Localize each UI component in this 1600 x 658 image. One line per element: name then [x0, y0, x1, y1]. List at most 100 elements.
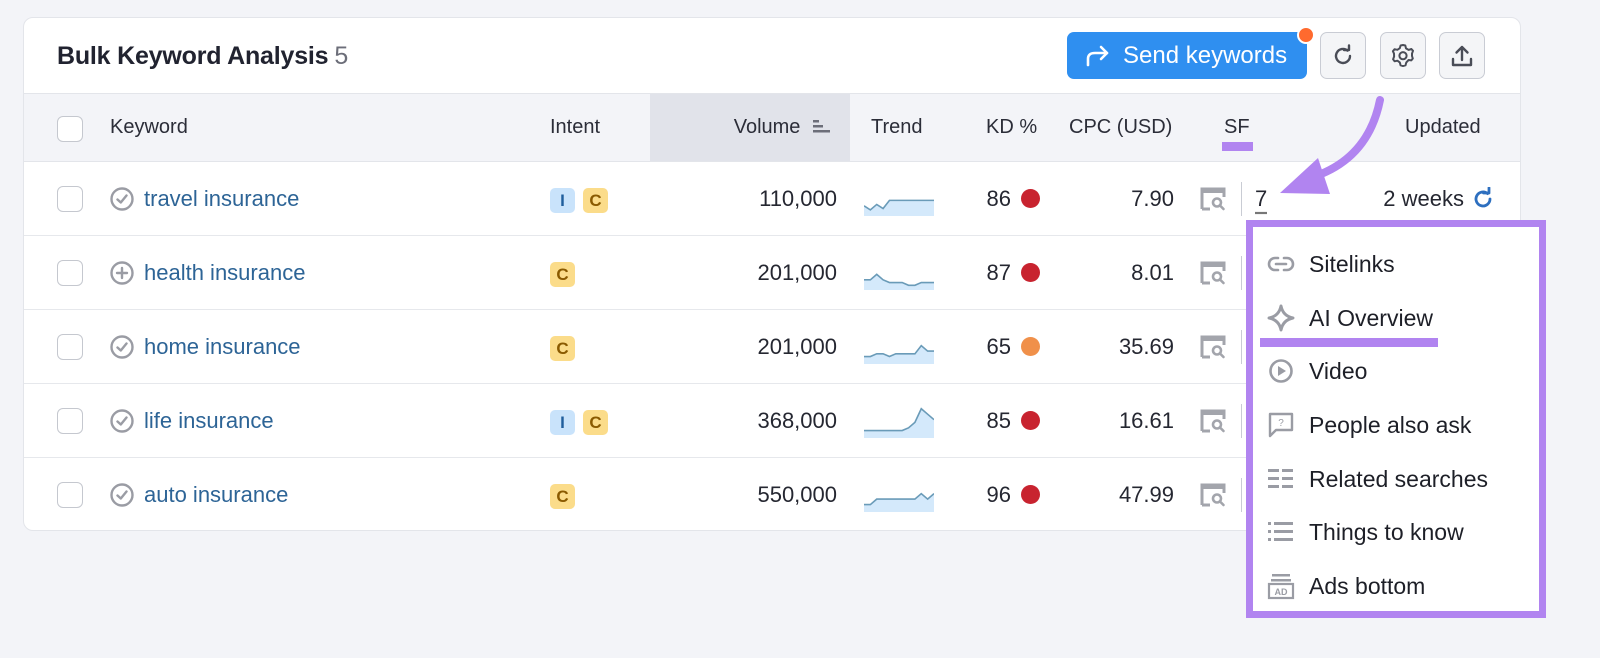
column-header-sf[interactable]: SF [1224, 116, 1250, 138]
intent-badges: C [550, 458, 583, 530]
kd-difficulty-dot [1021, 189, 1040, 209]
table-row: health insurance C 201,000 87 8.01 [24, 236, 1520, 310]
cpc-value: 47.99 [1118, 482, 1174, 507]
kd-difficulty-dot [1021, 485, 1040, 505]
kd-number: 96 [986, 482, 1011, 507]
trend-sparkline [864, 492, 934, 512]
serp-snapshot-icon[interactable] [1200, 483, 1226, 507]
column-separator [1241, 404, 1242, 438]
column-header-updated[interactable]: Updated [1405, 116, 1481, 138]
row-checkbox[interactable] [57, 408, 83, 434]
keyword-link[interactable]: life insurance [144, 408, 274, 433]
card-header: Bulk Keyword Analysis 5 Send keywords [24, 18, 1520, 93]
intent-badge-c[interactable]: C [550, 261, 575, 287]
intent-badge-c[interactable]: C [583, 409, 608, 435]
send-keywords-label: Send keywords [1123, 41, 1288, 69]
kd-difficulty-dot [1021, 337, 1040, 357]
kd-value: 87 [954, 236, 1040, 309]
sf-dropdown: Sitelinks AI Overview Video ? People als… [1246, 220, 1546, 618]
serp-snapshot-icon[interactable] [1200, 335, 1226, 359]
kd-value: 96 [954, 458, 1040, 530]
sf-item-label: AI Overview [1309, 304, 1433, 331]
cpc-value: 35.69 [1118, 334, 1174, 359]
column-header-trend[interactable]: Trend [871, 116, 923, 138]
update-refresh-icon[interactable] [1471, 187, 1495, 211]
annotation-arrow-icon [1280, 96, 1384, 194]
trend-sparkline [864, 273, 934, 290]
cpc-value: 8.01 [1131, 260, 1174, 285]
volume-header-label: Volume [733, 116, 801, 138]
notification-dot [1297, 26, 1315, 44]
row-checkbox[interactable] [57, 260, 83, 286]
settings-button[interactable] [1380, 32, 1426, 79]
ai-sparkle-icon [1267, 304, 1295, 332]
kd-difficulty-dot [1021, 411, 1040, 431]
intent-badge-c[interactable]: C [550, 483, 575, 509]
export-button[interactable] [1439, 32, 1485, 79]
sf-count-link[interactable]: 7 [1255, 186, 1268, 211]
related-list-icon [1268, 469, 1293, 488]
intent-badge-c[interactable]: C [550, 335, 575, 361]
check-circle-icon[interactable] [110, 335, 134, 359]
keyword-count: 5 [334, 42, 349, 70]
volume-value: 110,000 [759, 186, 837, 211]
plus-circle-icon[interactable] [110, 261, 134, 285]
svg-text:AD: AD [1275, 587, 1288, 597]
page-title: Bulk Keyword Analysis 5 [57, 42, 348, 71]
row-checkbox[interactable] [57, 482, 83, 508]
sf-item-related-searches[interactable]: Related searches [1267, 459, 1488, 499]
keyword-link[interactable]: health insurance [144, 260, 306, 285]
send-keywords-button[interactable]: Send keywords [1067, 26, 1315, 79]
kd-number: 65 [986, 334, 1011, 359]
column-header-cpc[interactable]: CPC (USD) [1069, 116, 1173, 138]
volume-value: 368,000 [757, 408, 837, 433]
kd-number: 87 [986, 260, 1011, 285]
sf-item-label: People also ask [1309, 411, 1472, 438]
volume-value: 201,000 [757, 260, 837, 285]
sf-count[interactable]: 7 [1255, 162, 1267, 235]
updated-value: 2 weeks [1383, 186, 1464, 211]
keyword-link[interactable]: home insurance [144, 334, 301, 359]
sf-item-ads-bottom[interactable]: AD Ads bottom [1267, 566, 1425, 606]
check-circle-icon[interactable] [110, 409, 134, 433]
column-separator [1241, 256, 1242, 290]
row-checkbox[interactable] [57, 334, 83, 360]
column-header-keyword[interactable]: Keyword [110, 116, 188, 138]
serp-snapshot-icon[interactable] [1200, 409, 1226, 433]
export-upload-icon [1451, 45, 1473, 66]
sf-item-label: Video [1309, 357, 1368, 384]
serp-snapshot-icon[interactable] [1200, 187, 1226, 211]
keyword-link[interactable]: auto insurance [144, 482, 289, 507]
sf-item-label: Sitelinks [1309, 250, 1395, 277]
sf-item-sitelinks[interactable]: Sitelinks [1267, 244, 1395, 284]
sf-item-people-also-ask[interactable]: ? People also ask [1267, 405, 1471, 445]
row-checkbox[interactable] [57, 186, 83, 212]
sf-item-label: Related searches [1309, 465, 1488, 492]
intent-badge-i[interactable]: I [550, 187, 575, 213]
check-circle-icon[interactable] [110, 483, 134, 507]
intent-badge-i[interactable]: I [550, 409, 575, 435]
refresh-button[interactable] [1320, 32, 1366, 79]
keyword-link[interactable]: travel insurance [144, 186, 300, 211]
serp-snapshot-icon[interactable] [1200, 261, 1226, 285]
column-header-intent[interactable]: Intent [550, 116, 601, 138]
sf-item-video[interactable]: Video [1267, 351, 1367, 391]
kd-value: 65 [954, 310, 1040, 383]
sf-item-ai-overview[interactable]: AI Overview [1267, 298, 1433, 338]
ad-icon: AD [1267, 574, 1295, 600]
column-header-volume[interactable]: Volume [650, 94, 850, 161]
link-icon [1267, 256, 1295, 272]
column-header-kd[interactable]: KD % [986, 116, 1038, 138]
intent-badges: C [550, 236, 583, 309]
title-text: Bulk Keyword Analysis [57, 42, 329, 70]
intent-badge-c[interactable]: C [583, 187, 608, 213]
kd-difficulty-dot [1021, 263, 1040, 283]
sf-item-things-to-know[interactable]: Things to know [1267, 512, 1464, 552]
select-all-checkbox[interactable] [57, 116, 83, 142]
check-circle-icon[interactable] [110, 187, 134, 211]
sf-highlight-bar [1222, 142, 1253, 151]
